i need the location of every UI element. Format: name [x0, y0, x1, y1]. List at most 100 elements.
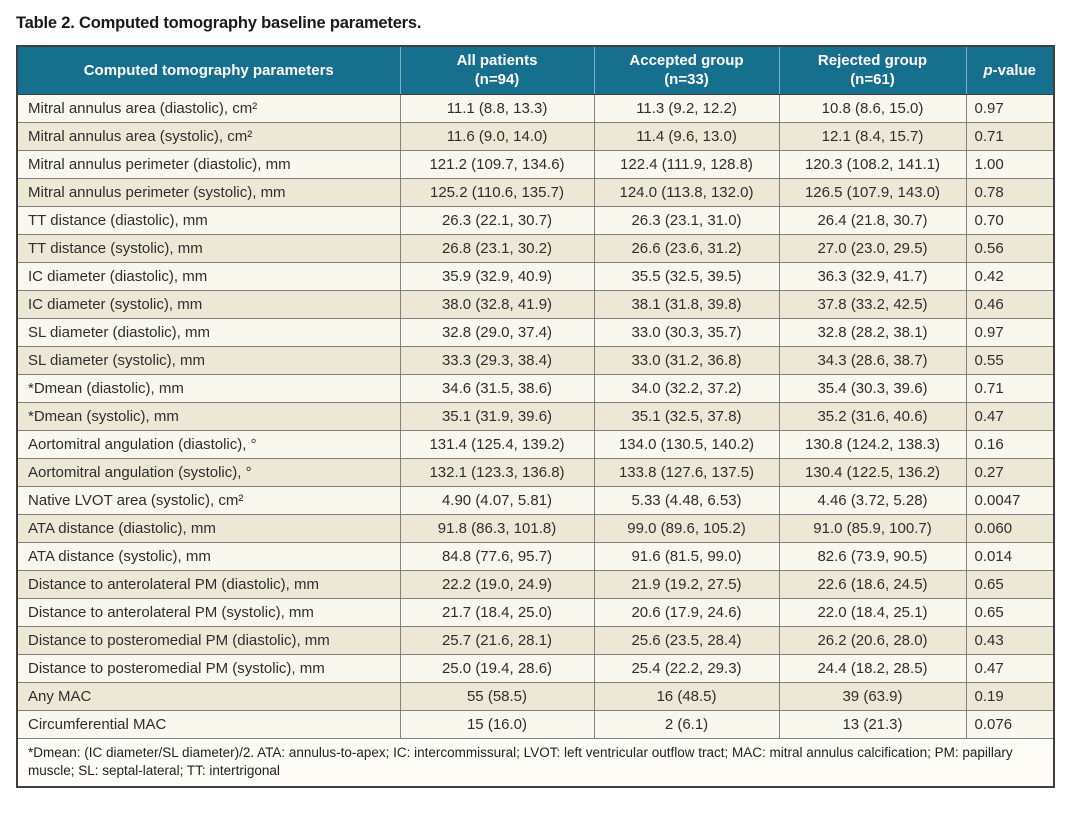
p-value-cell: 0.65	[965, 569, 1055, 599]
table-row: Mitral annulus perimeter (diastolic), mm…	[16, 149, 1055, 179]
table-row: *Dmean (diastolic), mm 34.6 (31.5, 38.6) 3…	[16, 373, 1055, 403]
table-row: IC diameter (diastolic), mm 35.9 (32.9, 4…	[16, 261, 1055, 291]
table-footnote: *Dmean: (IC diameter/SL diameter)/2. ATA…	[17, 737, 1054, 787]
table-row: Distance to anterolateral PM (systolic),…	[16, 597, 1055, 627]
p-value-cell: 0.78	[965, 177, 1055, 207]
parameter-cell: IC diameter (systolic), mm	[16, 289, 401, 319]
p-value-cell: 0.46	[965, 289, 1055, 319]
value-cell: 124.0 (113.8, 132.0)	[593, 177, 780, 207]
p-value-cell: 0.076	[965, 709, 1055, 739]
parameter-cell: Aortomitral angulation (systolic), °	[16, 457, 401, 487]
value-cell: 11.1 (8.8, 13.3)	[399, 93, 595, 123]
p-rest: -value	[992, 61, 1037, 79]
table-row: ATA distance (diastolic), mm 91.8 (86.3, …	[16, 513, 1055, 543]
column-header-rejected-group: Rejected group (n=61)	[778, 46, 966, 95]
value-cell: 22.2 (19.0, 24.9)	[399, 569, 595, 599]
table-row: Any MAC 55 (58.5) 16 (48.5) 39 (63.9) 0.19	[16, 681, 1055, 711]
value-cell: 37.8 (33.2, 42.5)	[778, 289, 967, 319]
p-value-cell: 0.27	[965, 457, 1055, 487]
table-row: Aortomitral angulation (diastolic), ° 131…	[16, 429, 1055, 459]
column-header-parameters: Computed tomography parameters	[17, 46, 400, 95]
value-cell: 33.3 (29.3, 38.4)	[399, 345, 595, 375]
value-cell: 26.4 (21.8, 30.7)	[778, 205, 967, 235]
p-value-cell: 0.16	[965, 429, 1055, 459]
parameter-cell: Distance to posteromedial PM (systolic),…	[16, 653, 401, 683]
value-cell: 91.8 (86.3, 101.8)	[399, 513, 595, 543]
value-cell: 35.1 (31.9, 39.6)	[399, 401, 595, 431]
value-cell: 32.8 (28.2, 38.1)	[778, 317, 967, 347]
value-cell: 38.1 (31.8, 39.8)	[593, 289, 780, 319]
parameter-cell: Distance to anterolateral PM (systolic),…	[16, 597, 401, 627]
table-row: TT distance (diastolic), mm 26.3 (22.1, 3…	[16, 205, 1055, 235]
parameter-cell: Circumferential MAC	[16, 709, 401, 739]
parameter-cell: TT distance (systolic), mm	[16, 233, 401, 263]
value-cell: 34.6 (31.5, 38.6)	[399, 373, 595, 403]
table-title: Table 2. Computed tomography baseline pa…	[16, 14, 422, 32]
value-cell: 39 (63.9)	[778, 681, 967, 711]
value-cell: 121.2 (109.7, 134.6)	[399, 149, 595, 179]
table-header: Computed tomography parameters All patie…	[17, 46, 1054, 95]
parameter-cell: Distance to anterolateral PM (diastolic)…	[16, 569, 401, 599]
value-cell: 38.0 (32.8, 41.9)	[399, 289, 595, 319]
value-cell: 26.3 (22.1, 30.7)	[399, 205, 595, 235]
value-cell: 133.8 (127.6, 137.5)	[593, 457, 780, 487]
p-value-cell: 0.56	[965, 233, 1055, 263]
table-row: SL diameter (systolic), mm 33.3 (29.3, 38…	[16, 345, 1055, 375]
parameter-cell: IC diameter (diastolic), mm	[16, 261, 401, 291]
table-row: Distance to posteromedial PM (diastolic)…	[16, 625, 1055, 655]
value-cell: 82.6 (73.9, 90.5)	[778, 541, 967, 571]
value-cell: 26.6 (23.6, 31.2)	[593, 233, 780, 263]
p-value-cell: 0.43	[965, 625, 1055, 655]
table-row: Distance to posteromedial PM (systolic),…	[16, 653, 1055, 683]
parameter-cell: Native LVOT area (systolic), cm²	[16, 485, 401, 515]
p-italic: p	[983, 61, 993, 79]
p-value-cell: 0.55	[965, 345, 1055, 375]
column-header-label: Rejected group	[817, 51, 928, 69]
parameter-cell: ATA distance (diastolic), mm	[16, 513, 401, 543]
value-cell: 2 (6.1)	[593, 709, 780, 739]
p-value-cell: 0.47	[965, 401, 1055, 431]
p-value-cell: 0.47	[965, 653, 1055, 683]
value-cell: 33.0 (31.2, 36.8)	[593, 345, 780, 375]
value-cell: 32.8 (29.0, 37.4)	[399, 317, 595, 347]
value-cell: 26.8 (23.1, 30.2)	[399, 233, 595, 263]
parameter-cell: Mitral annulus area (systolic), cm²	[16, 121, 401, 151]
table-row: ATA distance (systolic), mm 84.8 (77.6, 9…	[16, 541, 1055, 571]
value-cell: 21.9 (19.2, 27.5)	[593, 569, 780, 599]
table-row: Distance to anterolateral PM (diastolic)…	[16, 569, 1055, 599]
parameter-cell: Mitral annulus perimeter (systolic), mm	[16, 177, 401, 207]
value-cell: 35.4 (30.3, 39.6)	[778, 373, 967, 403]
value-cell: 27.0 (23.0, 29.5)	[778, 233, 967, 263]
value-cell: 55 (58.5)	[399, 681, 595, 711]
table-row: SL diameter (diastolic), mm 32.8 (29.0, 3…	[16, 317, 1055, 347]
footnote-row: *Dmean: (IC diameter/SL diameter)/2. ATA…	[17, 737, 1054, 787]
column-header-p-value: p-value	[965, 46, 1054, 95]
value-cell: 25.4 (22.2, 29.3)	[593, 653, 780, 683]
table-row: Mitral annulus area (diastolic), cm² 11.1…	[16, 93, 1055, 123]
parameter-cell: Distance to posteromedial PM (diastolic)…	[16, 625, 401, 655]
value-cell: 134.0 (130.5, 140.2)	[593, 429, 780, 459]
value-cell: 122.4 (111.9, 128.8)	[593, 149, 780, 179]
value-cell: 5.33 (4.48, 6.53)	[593, 485, 780, 515]
value-cell: 25.7 (21.6, 28.1)	[399, 625, 595, 655]
value-cell: 35.5 (32.5, 39.5)	[593, 261, 780, 291]
value-cell: 132.1 (123.3, 136.8)	[399, 457, 595, 487]
value-cell: 4.90 (4.07, 5.81)	[399, 485, 595, 515]
value-cell: 25.6 (23.5, 28.4)	[593, 625, 780, 655]
value-cell: 91.6 (81.5, 99.0)	[593, 541, 780, 571]
column-header-accepted-group: Accepted group (n=33)	[593, 46, 779, 95]
table-row: Circumferential MAC 15 (16.0) 2 (6.1) 13 (2…	[16, 709, 1055, 739]
column-header-n: (n=61)	[850, 71, 895, 89]
value-cell: 34.3 (28.6, 38.7)	[778, 345, 967, 375]
parameter-cell: *Dmean (systolic), mm	[16, 401, 401, 431]
column-header-all-patients: All patients (n=94)	[399, 46, 594, 95]
value-cell: 26.2 (20.6, 28.0)	[778, 625, 967, 655]
value-cell: 33.0 (30.3, 35.7)	[593, 317, 780, 347]
value-cell: 21.7 (18.4, 25.0)	[399, 597, 595, 627]
table-row: Mitral annulus perimeter (systolic), mm 1…	[16, 177, 1055, 207]
parameter-cell: Mitral annulus area (diastolic), cm²	[16, 93, 401, 123]
p-value-cell: 0.65	[965, 597, 1055, 627]
value-cell: 91.0 (85.9, 100.7)	[778, 513, 967, 543]
parameter-cell: TT distance (diastolic), mm	[16, 205, 401, 235]
table-row: TT distance (systolic), mm 26.8 (23.1, 30…	[16, 233, 1055, 263]
